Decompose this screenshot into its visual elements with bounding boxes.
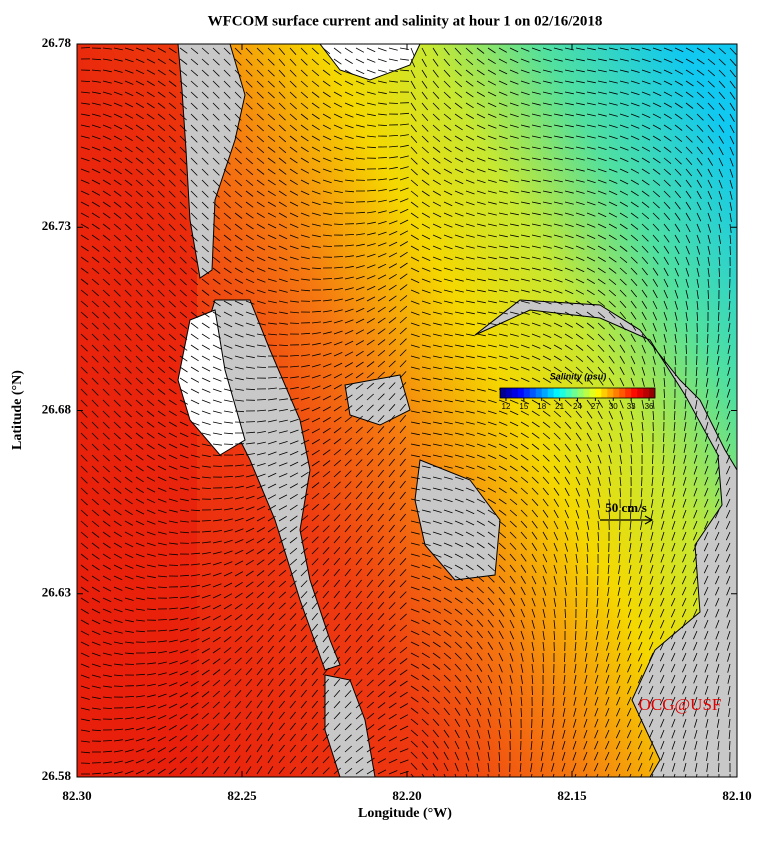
colorbar-tick-label: 27: [591, 402, 600, 411]
current-vectors: [80, 47, 737, 777]
colorbar-cell: [637, 388, 644, 398]
colorbar-cell: [529, 388, 537, 398]
x-axis-label: Longitude (°W): [358, 806, 452, 821]
plot-area: [77, 44, 737, 777]
colorbar-cell: [577, 388, 584, 398]
colorbar: 12 15 18 21 24 27 30 33 36: [499, 387, 656, 411]
y-axis-label: Latitude (°N): [10, 370, 25, 450]
scale-label: 50 cm/s: [605, 500, 647, 515]
y-tick-label: 26.78: [42, 35, 72, 50]
colorbar-cell: [559, 388, 566, 398]
x-tick-label: 82.10: [722, 788, 751, 803]
colorbar-cell: [613, 388, 620, 398]
colorbar-cell: [511, 388, 519, 398]
land: [414, 459, 501, 581]
colorbar-cell: [541, 388, 548, 398]
colorbar-tick-label: 12: [502, 402, 511, 411]
colorbar-cell: [625, 388, 632, 398]
y-tick-label: 26.73: [42, 218, 72, 233]
colorbar-cell: [643, 388, 650, 398]
colorbar-tick-label: 30: [609, 402, 618, 411]
colorbar-cell: [631, 388, 638, 398]
y-tick-label: 26.63: [42, 585, 72, 600]
colorbar-cell: [583, 388, 590, 398]
colorbar-cell: [517, 388, 525, 398]
colorbar-cell: [607, 388, 614, 398]
colorbar-cell: [571, 388, 578, 398]
colorbar-cell: [595, 388, 602, 398]
colorbar-cell: [619, 388, 626, 398]
colorbar-cell: [649, 388, 656, 398]
colorbar-cell: [500, 388, 507, 398]
colorbar-cell: [553, 388, 560, 398]
colorbar-tick-label: 15: [519, 402, 528, 411]
colorbar-tick-label: 24: [573, 402, 582, 411]
dry-area: [177, 309, 246, 456]
dry-area: [319, 44, 421, 81]
colorbar-cell: [535, 388, 543, 398]
credit: OCG@USF: [639, 695, 722, 714]
scale-arrow-head: [644, 515, 654, 525]
y-tick-label: 26.58: [42, 768, 72, 783]
colorbar-tick-label: 18: [537, 402, 546, 411]
x-tick-label: 82.20: [392, 788, 421, 803]
land: [474, 299, 737, 777]
x-tick-label: 82.30: [62, 788, 91, 803]
colorbar-cell: [601, 388, 608, 398]
colorbar-tick-label: 33: [627, 402, 636, 411]
colorbar-tick-label: 21: [555, 402, 564, 411]
colorbar-label: Salinity (psu): [550, 371, 607, 381]
colorbar-cell: [547, 388, 554, 398]
colorbar-cell: [523, 388, 531, 398]
x-tick-label: 82.15: [557, 788, 587, 803]
chart-title: WFCOM surface current and salinity at ho…: [208, 13, 603, 29]
salinity-field: [77, 44, 197, 777]
y-tick-label: 26.68: [42, 401, 72, 416]
colorbar-tick-label: 36: [645, 402, 654, 411]
colorbar-cell: [505, 388, 513, 398]
colorbar-cell: [589, 388, 596, 398]
x-tick-label: 82.25: [227, 788, 257, 803]
colorbar-cell: [565, 388, 572, 398]
